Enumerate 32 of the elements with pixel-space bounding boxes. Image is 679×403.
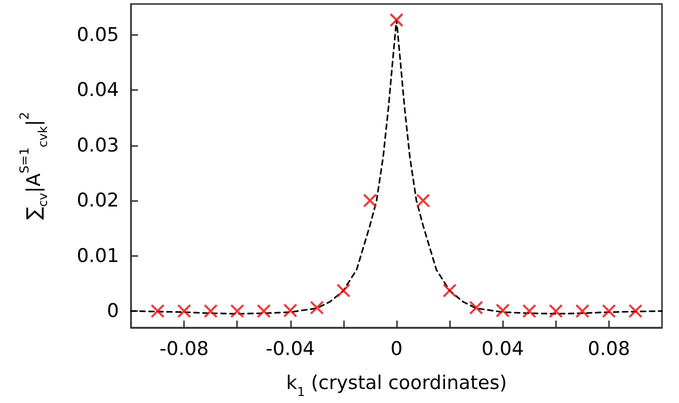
point xyxy=(283,303,298,318)
point xyxy=(522,304,536,318)
point xyxy=(150,304,165,318)
point xyxy=(204,304,218,318)
x-tick-label: 0 xyxy=(390,338,403,360)
y-tick-label: 0 xyxy=(106,300,119,322)
x-tick-label: -0.08 xyxy=(160,338,209,360)
y-tick-label: 0.01 xyxy=(76,244,119,267)
y-tick-label: 0.02 xyxy=(76,190,119,212)
y-tick-label: 0.03 xyxy=(76,134,119,156)
x-tick-label: 0.08 xyxy=(588,338,630,360)
line-series xyxy=(130,19,663,315)
y-tick-label: 0.04 xyxy=(76,79,119,102)
x-tick-label: 0.04 xyxy=(482,338,524,360)
point xyxy=(469,300,484,315)
point xyxy=(628,304,642,318)
point xyxy=(575,304,590,318)
point xyxy=(548,304,563,318)
point xyxy=(362,194,377,208)
x-tick-label: -0.04 xyxy=(266,338,315,360)
point xyxy=(256,304,271,318)
point xyxy=(230,304,244,318)
point xyxy=(310,300,324,315)
point xyxy=(390,13,404,28)
point xyxy=(602,304,616,318)
point xyxy=(496,303,510,318)
y-axis-title: ∑cv|AS=1cvk|2 xyxy=(18,112,50,220)
point xyxy=(177,304,192,318)
y-tick-label: 0.05 xyxy=(76,24,119,46)
point xyxy=(442,284,457,298)
point xyxy=(336,284,350,298)
point xyxy=(416,194,430,208)
